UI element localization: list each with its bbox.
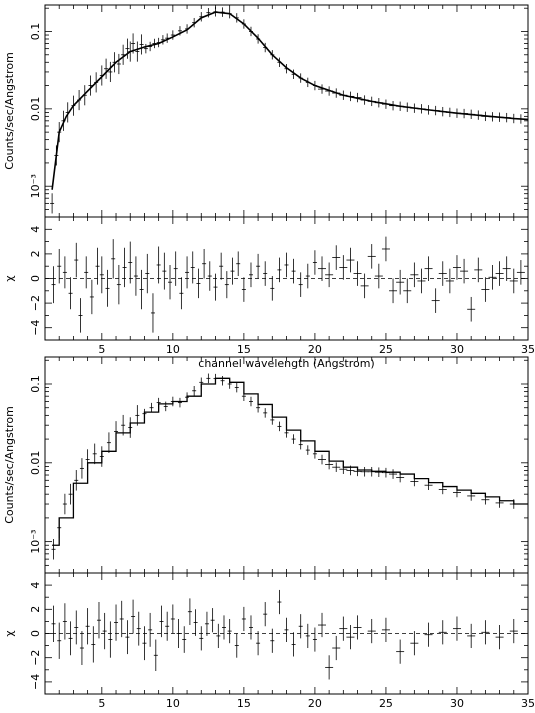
x-tick-label: 10	[166, 697, 180, 710]
x-tick-label: 30	[450, 697, 464, 710]
x-tick-label: 35	[521, 343, 535, 356]
y-tick-label: 0.1	[29, 23, 42, 40]
y-axis-label: Counts/sec/Angstrom	[3, 52, 16, 170]
y-tick-label: 4	[29, 582, 42, 589]
y-tick-label: 0	[29, 275, 42, 282]
y-tick-label: 10⁻³	[29, 174, 42, 198]
y-axis-label: χ	[3, 630, 16, 637]
plot-frame	[44, 356, 529, 574]
y-tick-label: 0.01	[29, 451, 42, 476]
y-tick-label: 2	[29, 606, 42, 613]
plot-area	[51, 373, 528, 560]
x-tick-label: 10	[166, 343, 180, 356]
plot-area	[51, 589, 518, 680]
x-tick-label: 5	[98, 697, 105, 710]
plot-area	[50, 7, 528, 214]
y-tick-label: −2	[29, 295, 42, 311]
y-tick-label: −2	[29, 650, 42, 666]
y-axis-label: Counts/sec/Angstrom	[3, 406, 16, 524]
plot-frame	[44, 4, 529, 218]
model-step	[52, 377, 528, 546]
panel-spectrum-0: 0.1 0.01 10⁻³ Counts/sec/Angstrom	[3, 4, 529, 218]
y-tick-label: 0	[29, 630, 42, 637]
x-axis-label: channel wavelength (Angstrom)	[198, 357, 374, 370]
y-tick-label: 10⁻³	[29, 530, 42, 554]
plot-area	[51, 236, 525, 333]
x-tick-label: 25	[379, 343, 393, 356]
x-tick-label: 35	[521, 697, 535, 710]
model-line	[51, 11, 528, 190]
y-tick-label: −4	[29, 320, 42, 336]
panel-spectrum-2: 0.1 0.01 10⁻³ Counts/sec/Angstrom	[3, 356, 529, 574]
y-tick-label: 0.1	[29, 375, 42, 393]
x-tick-label: 15	[237, 697, 251, 710]
y-tick-label: 0.01	[29, 97, 42, 122]
y-axis-label: χ	[3, 275, 16, 282]
x-tick-label: 20	[308, 343, 322, 356]
y-tick-label: 2	[29, 250, 42, 257]
x-tick-label: 20	[308, 697, 322, 710]
x-tick-label: 15	[237, 343, 251, 356]
x-axis-label: channel wavelength (Angstrom)	[198, 711, 374, 713]
y-tick-label: 4	[29, 226, 42, 233]
y-tick-label: −4	[29, 674, 42, 690]
x-tick-label: 5	[98, 343, 105, 356]
x-tick-label: 25	[379, 697, 393, 710]
x-tick-label: 30	[450, 343, 464, 356]
